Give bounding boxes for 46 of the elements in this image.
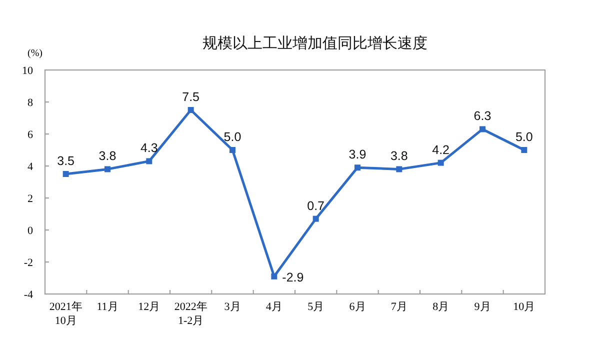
y-tick-label: 4 <box>28 161 34 173</box>
y-tick-label: 6 <box>28 129 34 141</box>
x-tick-label: 12月 <box>138 301 160 313</box>
point <box>312 216 319 222</box>
data-label: 5.0 <box>224 130 242 144</box>
x-tick-label: 10月 <box>513 301 536 313</box>
point <box>354 164 360 171</box>
data-label: -2.9 <box>282 270 304 284</box>
data-label: 4.3 <box>140 141 158 156</box>
y-tick-label: -2 <box>24 257 33 269</box>
point <box>230 147 236 153</box>
point <box>396 166 402 172</box>
data-label: 7.5 <box>182 90 200 104</box>
x-tick-label: 4月 <box>266 301 282 313</box>
point <box>104 166 110 172</box>
data-label: 6.3 <box>474 109 492 124</box>
point <box>271 273 278 280</box>
point <box>521 147 528 153</box>
x-tick-label: 2021年 10月 <box>49 301 82 327</box>
point <box>146 158 152 164</box>
y-tick-label: -4 <box>24 289 34 301</box>
x-tick-label: 2022年 1-2月 <box>174 301 208 327</box>
data-label: 3.5 <box>57 154 75 168</box>
point <box>188 107 194 113</box>
data-label: 0.7 <box>307 198 325 213</box>
x-tick-label: 9月 <box>474 301 491 313</box>
x-tick-label: 7月 <box>390 301 408 313</box>
chart-title: 规模以上工业增加值同比增长速度 <box>202 34 428 52</box>
y-tick-label: 10 <box>22 65 34 77</box>
data-label: 3.9 <box>348 148 366 162</box>
x-tick-label: 8月 <box>432 301 450 313</box>
x-tick-label: 5月 <box>308 301 324 313</box>
x-tick-label: 6月 <box>349 301 366 313</box>
point <box>62 171 69 177</box>
y-axis-title: (%) <box>28 48 42 59</box>
data-label: 4.2 <box>432 142 450 157</box>
y-tick-label: 8 <box>28 97 34 109</box>
data-label: 3.8 <box>98 149 116 164</box>
x-tick-label: 3月 <box>224 301 241 313</box>
x-tick-label: 11月 <box>96 301 118 313</box>
y-tick-label: 2 <box>28 193 33 205</box>
y-tick-label: 0 <box>28 225 34 237</box>
point <box>438 160 444 166</box>
point <box>480 126 486 132</box>
data-label: 3.8 <box>390 149 408 164</box>
data-label: 5.0 <box>515 130 533 144</box>
